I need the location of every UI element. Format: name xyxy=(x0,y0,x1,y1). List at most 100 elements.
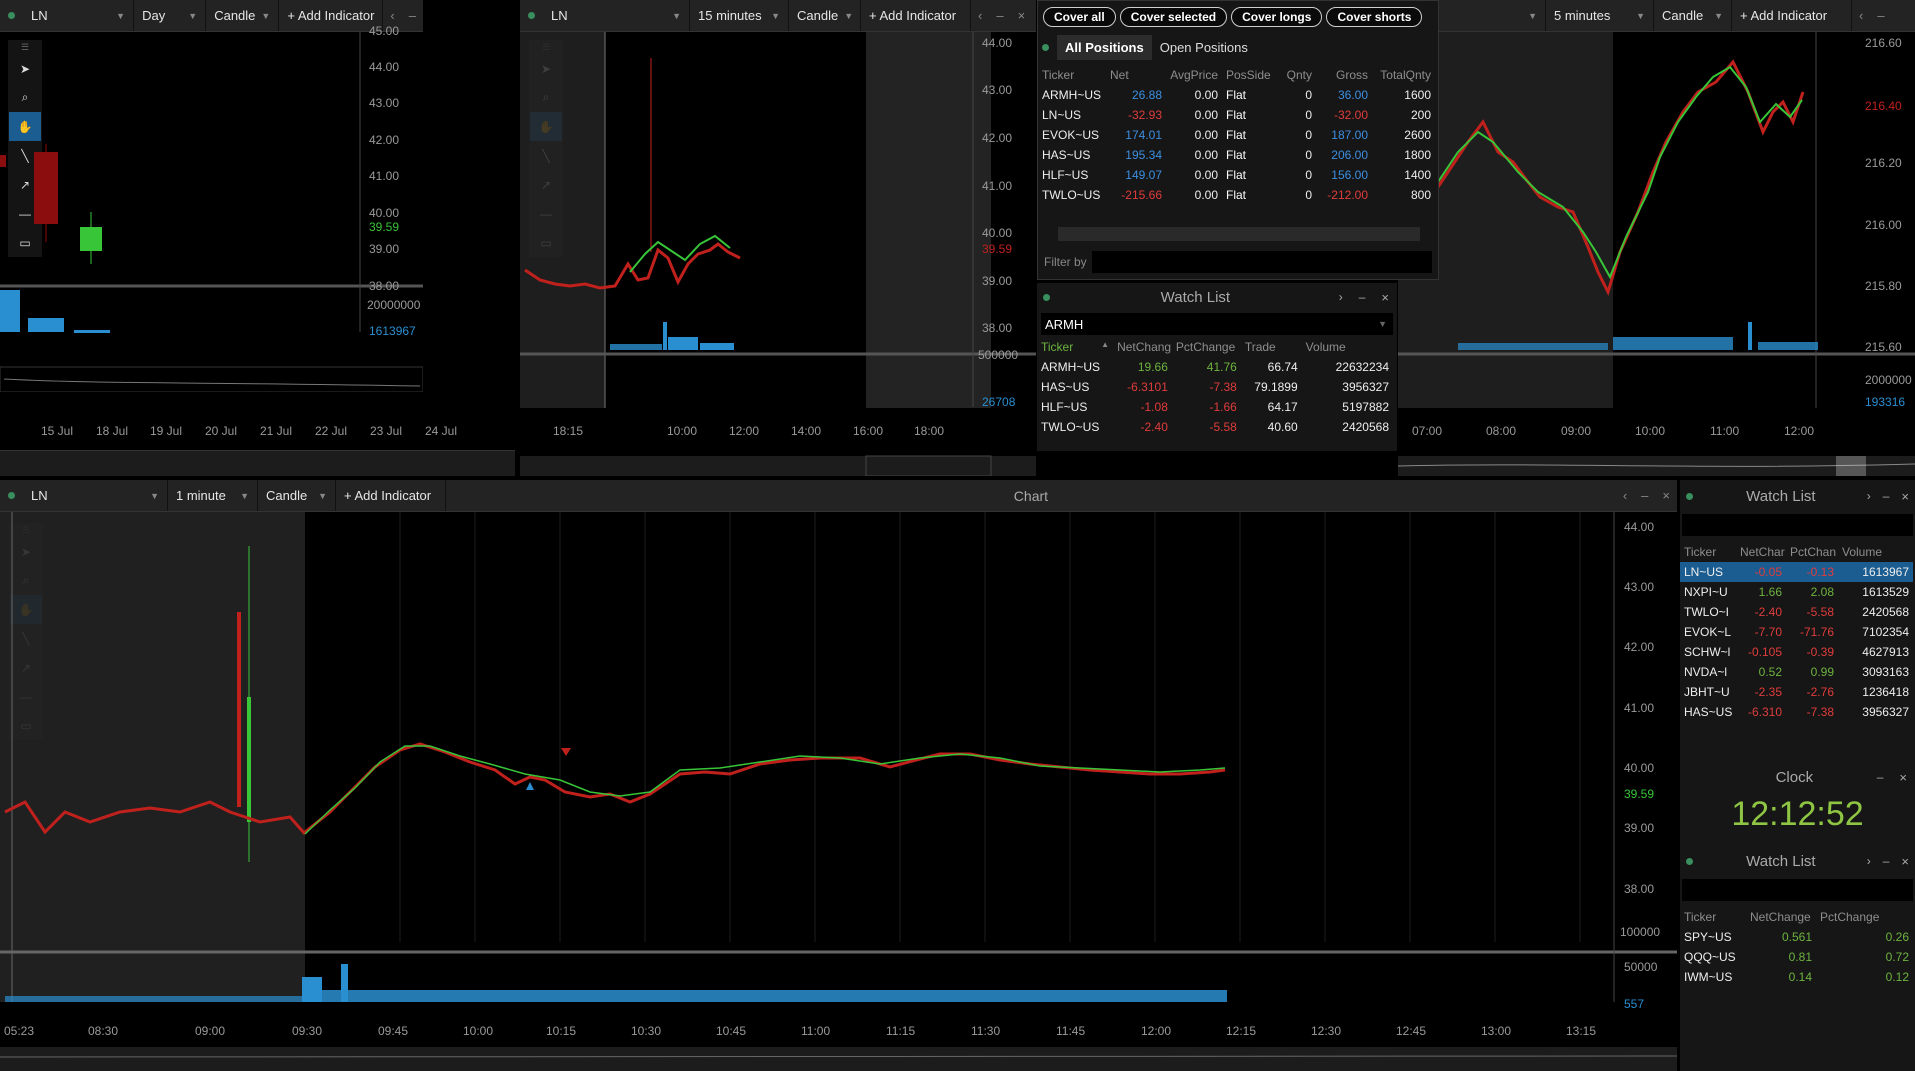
symbol-selector[interactable]: LN ▼ xyxy=(23,480,168,511)
table-row[interactable]: HAS~US 195.34 0.00 Flat 0 206.00 1800 xyxy=(1038,145,1435,165)
link-dot-icon[interactable] xyxy=(1686,857,1693,865)
minimize-icon[interactable]: – xyxy=(1876,770,1884,784)
table-row[interactable]: NVDA~l 0.52 0.99 3093163 xyxy=(1680,662,1913,682)
chart-canvas[interactable] xyxy=(0,32,423,392)
interval-selector[interactable]: Day ▼ xyxy=(134,0,207,31)
column-header[interactable]: Trade xyxy=(1244,340,1276,354)
collapse-icon[interactable]: ‹ xyxy=(978,8,983,23)
minimize-icon[interactable]: – xyxy=(1358,290,1366,304)
table-row[interactable]: TWLO~US -215.66 0.00 Flat 0 -212.00 800 xyxy=(1038,185,1435,205)
table-row[interactable]: NXPI~U 1.66 2.08 1613529 xyxy=(1680,582,1913,602)
symbol-selector[interactable]: LN ▼ xyxy=(23,0,135,31)
add-indicator-button[interactable]: + Add Indicator xyxy=(861,0,971,31)
table-row[interactable]: IWM~US 0.14 0.12 xyxy=(1680,967,1913,987)
table-row[interactable]: EVOK~US 174.01 0.00 Flat 0 187.00 2600 xyxy=(1038,125,1435,145)
column-header[interactable]: PctChan xyxy=(1790,545,1837,559)
cover-selected-button[interactable]: Cover selected xyxy=(1119,7,1228,27)
toolbar-grip-icon[interactable]: ☰ xyxy=(20,41,30,52)
collapse-icon[interactable]: ‹ xyxy=(1622,488,1628,503)
link-dot-icon[interactable] xyxy=(528,12,535,19)
column-header[interactable]: PctChange xyxy=(1820,910,1880,924)
minimize-icon[interactable]: – xyxy=(1882,489,1890,503)
list-selector[interactable] xyxy=(1682,514,1913,536)
cover-all-button[interactable]: Cover all xyxy=(1043,7,1116,27)
table-row[interactable]: ARMH~US 26.88 0.00 Flat 0 36.00 1600 xyxy=(1038,85,1435,105)
close-icon[interactable]: × xyxy=(1899,769,1907,785)
pointer-icon[interactable]: ➤ xyxy=(19,61,31,76)
chart-type-selector[interactable]: Candle ▼ xyxy=(258,480,336,511)
link-dot-icon[interactable] xyxy=(1042,43,1049,51)
close-icon[interactable]: × xyxy=(1381,289,1389,305)
tab-open-positions[interactable]: Open Positions xyxy=(1159,39,1248,55)
chart-canvas[interactable] xyxy=(520,32,1036,476)
table-row[interactable]: SCHW~l -0.105 -0.39 4627913 xyxy=(1680,642,1913,662)
column-header[interactable]: TotalQnty xyxy=(1380,68,1431,82)
chart-canvas[interactable] xyxy=(0,512,1677,1071)
table-row[interactable]: EVOK~L -7.70 -71.76 7102354 xyxy=(1680,622,1913,642)
close-icon[interactable]: × xyxy=(1662,488,1670,503)
list-selector[interactable] xyxy=(1682,879,1913,901)
table-row[interactable]: JBHT~U -2.35 -2.76 1236418 xyxy=(1680,682,1913,702)
cover-longs-button[interactable]: Cover longs xyxy=(1231,7,1323,27)
arrow-tool-icon[interactable]: ↗ xyxy=(19,177,31,192)
link-dot-icon[interactable] xyxy=(1043,293,1050,301)
add-indicator-button[interactable]: + Add Indicator xyxy=(279,0,384,31)
add-indicator-button[interactable]: + Add Indicator xyxy=(1732,0,1852,31)
column-header[interactable]: Ticker xyxy=(1684,545,1717,559)
column-header[interactable]: Net xyxy=(1110,68,1129,82)
chart-type-selector[interactable]: Candle ▼ xyxy=(206,0,280,31)
interval-selector[interactable]: 1 minute ▼ xyxy=(168,480,258,511)
filter-input[interactable] xyxy=(1092,251,1432,273)
add-indicator-button[interactable]: + Add Indicator xyxy=(336,480,446,511)
column-header[interactable]: Volume xyxy=(1842,545,1883,559)
close-icon[interactable]: × xyxy=(1017,8,1026,23)
column-header[interactable]: Ticker xyxy=(1684,910,1717,924)
horizontal-scrollbar[interactable] xyxy=(1058,227,1420,241)
expand-icon[interactable]: › xyxy=(1338,290,1343,304)
chart-type-selector[interactable]: Candle ▼ xyxy=(789,0,861,31)
table-row[interactable]: QQQ~US 0.81 0.72 xyxy=(1680,947,1913,967)
rectangle-tool-icon[interactable]: ▭ xyxy=(19,235,31,250)
column-header[interactable]: NetChar xyxy=(1740,545,1785,559)
column-header[interactable]: AvgPrice xyxy=(1170,68,1218,82)
close-icon[interactable]: × xyxy=(1901,853,1909,869)
table-row[interactable]: LN~US -32.93 0.00 Flat 0 -32.00 200 xyxy=(1038,105,1435,125)
chart-canvas[interactable] xyxy=(1398,32,1915,476)
column-header[interactable]: Gross xyxy=(1335,68,1368,82)
chart-type-selector[interactable]: Candle ▼ xyxy=(1654,0,1732,31)
column-header[interactable]: PctChange xyxy=(1175,340,1236,354)
column-header[interactable]: Ticker xyxy=(1042,68,1075,82)
column-header[interactable]: Volume xyxy=(1305,340,1346,354)
link-dot-icon[interactable] xyxy=(8,12,15,19)
column-header[interactable]: NetChange xyxy=(1750,910,1811,924)
table-row[interactable]: HAS~US -6.3101 -7.38 79.1899 3956327 xyxy=(1037,377,1393,397)
scroll-navigator[interactable] xyxy=(0,450,515,476)
expand-icon[interactable]: › xyxy=(1866,854,1871,868)
link-dot-icon[interactable] xyxy=(8,492,15,499)
table-row[interactable]: HLF~US -1.08 -1.66 64.17 5197882 xyxy=(1037,397,1393,417)
collapse-icon[interactable]: ‹ xyxy=(390,8,395,23)
interval-selector[interactable]: 15 minutes ▼ xyxy=(690,0,789,31)
horizontal-line-icon[interactable]: — xyxy=(19,206,31,221)
link-dot-icon[interactable] xyxy=(1686,492,1693,500)
zoom-icon[interactable]: ⌕ xyxy=(21,90,29,104)
minimize-icon[interactable]: – xyxy=(1877,8,1885,23)
expand-icon[interactable]: › xyxy=(1866,489,1871,503)
column-header[interactable]: Ticker ▲ xyxy=(1037,337,1113,357)
cover-shorts-button[interactable]: Cover shorts xyxy=(1326,7,1423,27)
list-selector[interactable]: ARMH ▼ xyxy=(1041,313,1393,335)
column-header[interactable]: NetChang xyxy=(1117,340,1172,354)
collapse-icon[interactable]: ‹ xyxy=(1859,8,1864,23)
table-row[interactable]: HAS~US -6.310 -7.38 3956327 xyxy=(1680,702,1913,722)
tab-all-positions[interactable]: All Positions xyxy=(1057,34,1152,60)
table-row[interactable]: HLF~US 149.07 0.00 Flat 0 156.00 1400 xyxy=(1038,165,1435,185)
interval-selector[interactable]: 5 minutes ▼ xyxy=(1546,0,1654,31)
minimize-icon[interactable]: – xyxy=(1882,854,1890,868)
pan-hand-icon[interactable]: ✋ xyxy=(9,112,41,141)
minimize-icon[interactable]: – xyxy=(408,8,416,23)
symbol-selector[interactable]: LN ▼ xyxy=(543,0,690,31)
minimize-icon[interactable]: – xyxy=(996,8,1004,23)
close-icon[interactable]: × xyxy=(1901,488,1909,504)
table-row[interactable]: ARMH~US 19.66 41.76 66.74 22632234 xyxy=(1037,357,1393,377)
table-row[interactable]: TWLO~I -2.40 -5.58 2420568 xyxy=(1680,602,1913,622)
